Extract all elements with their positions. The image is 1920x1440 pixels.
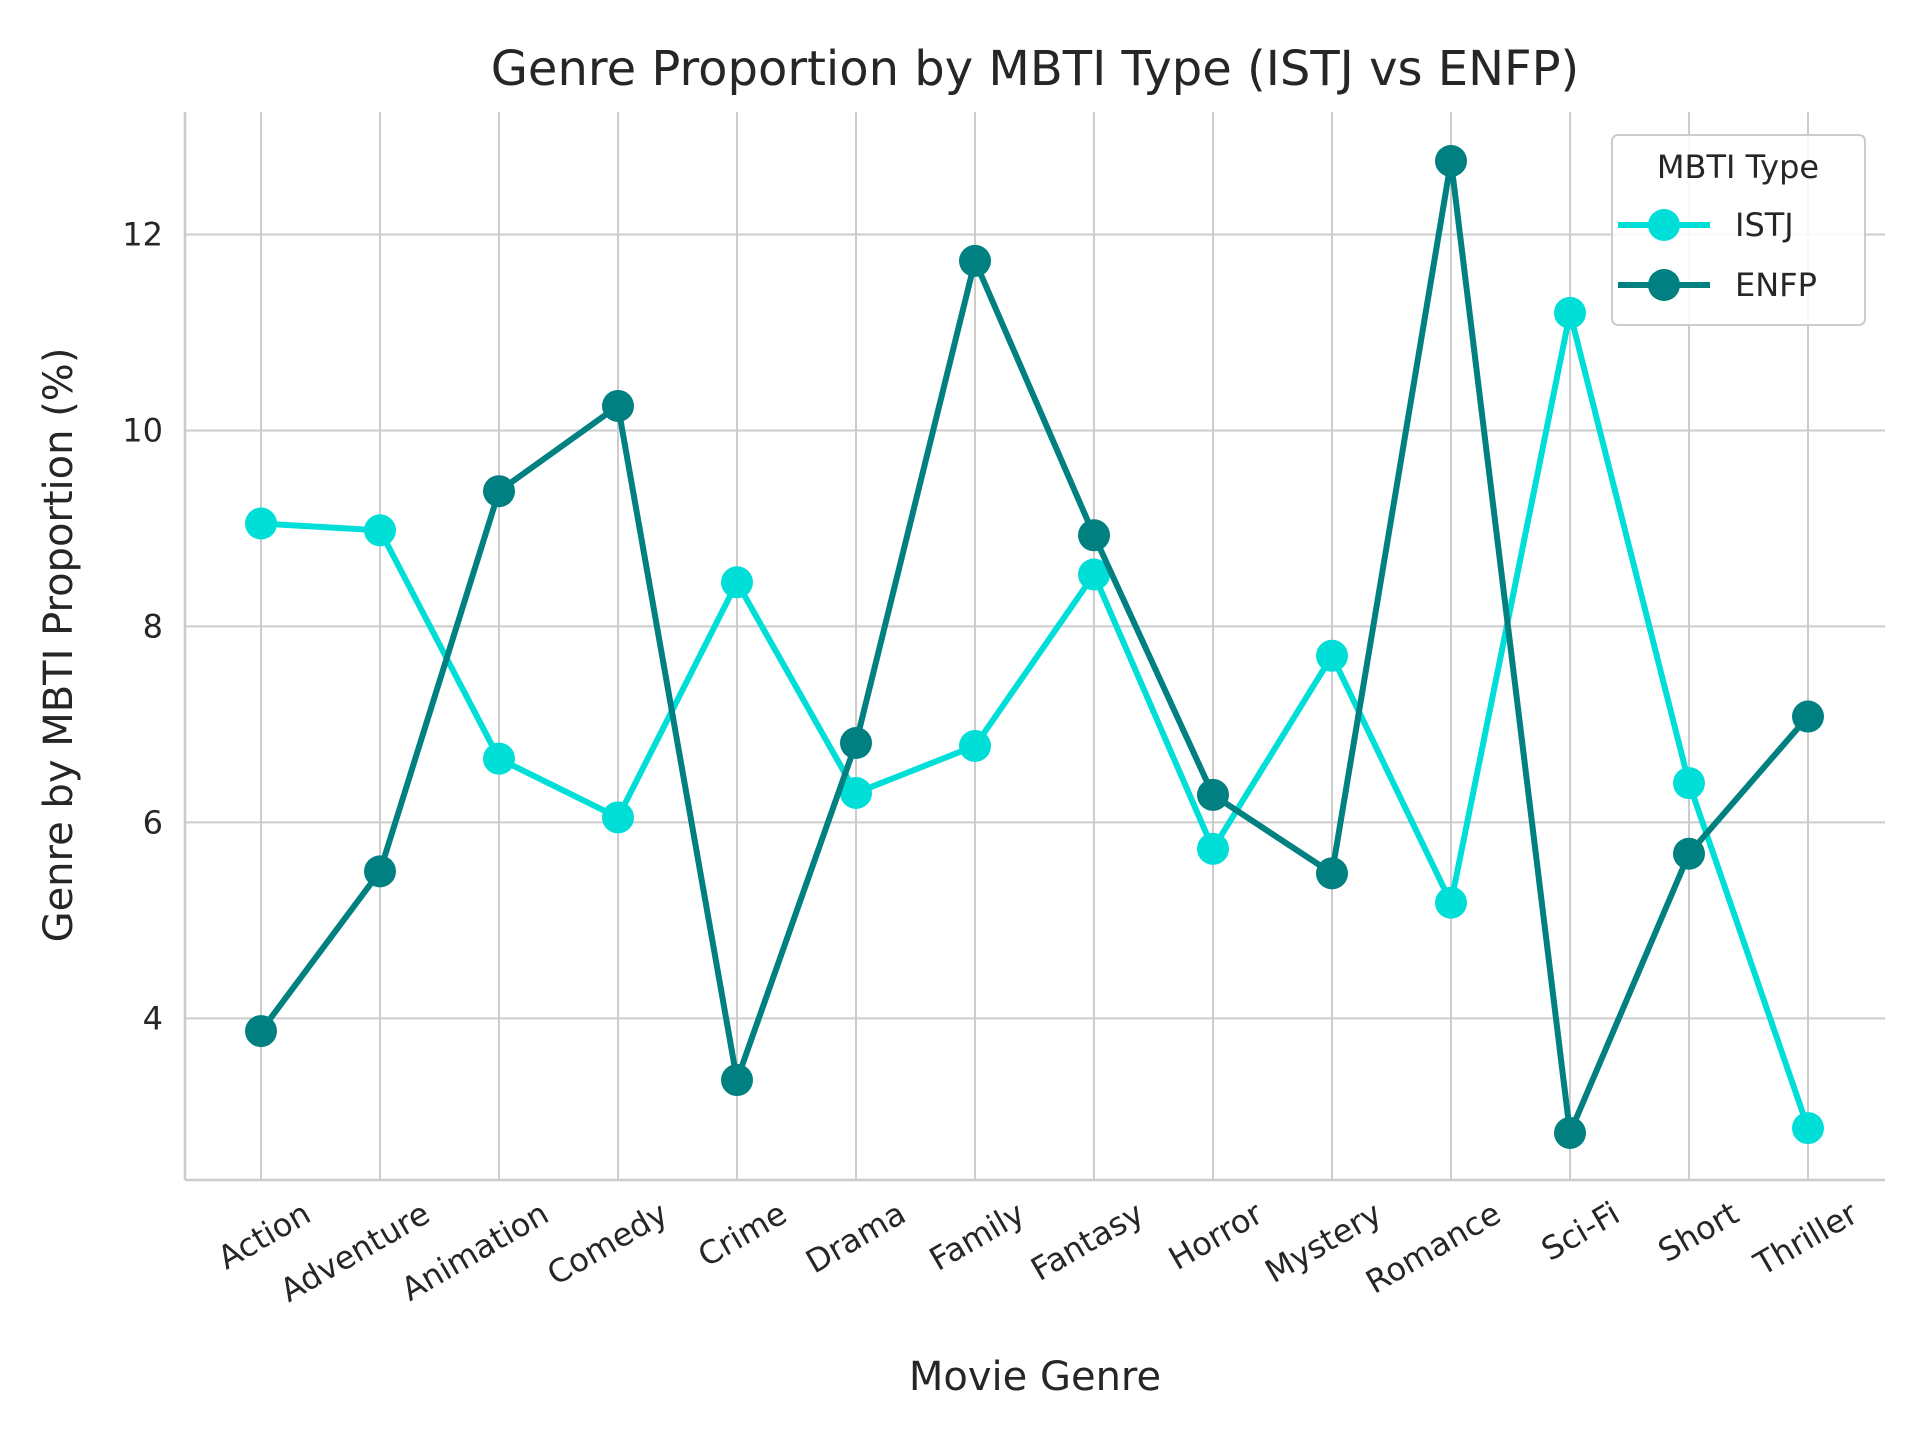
series-layer [245,144,1824,1149]
data-point [1197,832,1229,865]
x-tick-label: Thriller [1747,1194,1865,1284]
x-tick-label: Family [923,1194,1031,1278]
data-point [1673,837,1705,870]
legend: MBTI Type ISTJ ENFP [1611,134,1866,326]
x-gridlines [260,112,1809,1180]
x-tick-label: Romance [1359,1194,1507,1301]
data-point [1435,144,1467,177]
data-point [602,801,634,834]
legend-title: MBTI Type [1657,148,1819,186]
x-tick-label: Horror [1162,1194,1270,1278]
legend-item-enfp: ENFP [1618,266,1817,304]
data-point [1792,1112,1824,1145]
data-point [1673,767,1705,800]
data-point [1316,857,1348,890]
x-tick-label: Crime [692,1194,793,1275]
data-point [840,776,872,809]
x-tick-label: Sci-Fi [1535,1194,1626,1269]
data-point [1435,886,1467,919]
data-point [1078,519,1110,552]
data-point [245,507,277,540]
y-tick-labels: 4 6 8 10 12 [122,215,163,1037]
legend-item-istj: ISTJ [1618,206,1794,244]
data-point [721,1064,753,1097]
series-line [260,309,1811,1130]
data-point [1554,1116,1586,1149]
y-tick-label: 4 [143,999,163,1037]
y-axis-label: Genre by MBTI Proportion (%) [36,348,82,943]
legend-label: ISTJ [1735,206,1794,244]
data-point [1554,296,1586,329]
data-point [959,244,991,277]
legend-marker [1648,269,1680,301]
y-tick-label: 6 [143,803,163,841]
axes-spines [183,112,1885,1182]
data-point [1078,558,1110,591]
series-istj [245,296,1824,1145]
data-point [840,727,872,760]
series-line [258,157,1811,1136]
data-point [602,389,634,422]
y-tick-label: 12 [122,215,163,253]
chart-title: Genre Proportion by MBTI Type (ISTJ vs E… [491,41,1580,97]
data-point [1197,778,1229,811]
x-tick-label: Drama [799,1194,912,1281]
data-point [364,855,396,888]
data-point [364,514,396,547]
y-gridlines [185,233,1885,1020]
y-tick-label: 8 [143,607,163,645]
legend-label: ENFP [1735,266,1817,304]
x-tick-label: Short [1652,1194,1745,1270]
data-point [721,566,753,599]
x-tick-label: Comedy [541,1194,674,1293]
legend-marker [1648,209,1680,241]
y-tick-label: 10 [122,411,163,449]
data-point [483,742,515,775]
data-point [245,1015,277,1048]
x-axis-label: Movie Genre [909,1354,1161,1400]
data-point [483,475,515,508]
series-enfp [245,144,1824,1149]
x-tick-label: Fantasy [1024,1194,1150,1288]
data-point [1316,639,1348,672]
legend-items: ISTJ ENFP [1618,206,1817,304]
data-point [1792,700,1824,733]
data-point [959,729,991,762]
